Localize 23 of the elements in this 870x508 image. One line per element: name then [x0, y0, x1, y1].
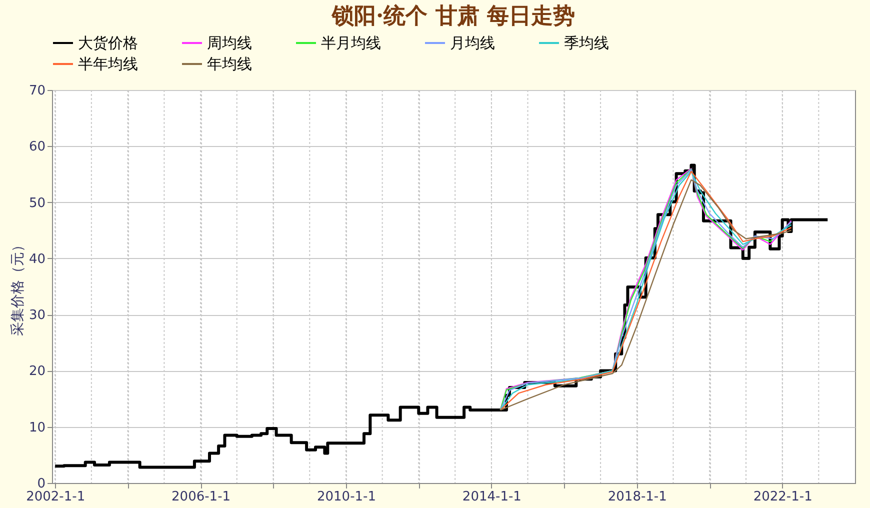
y-tick-label: 20	[28, 364, 46, 380]
x-tick-label: 2006-1-1	[172, 490, 231, 504]
legend-label: 周均线	[207, 34, 252, 52]
legend-label: 半月均线	[321, 34, 381, 52]
chart-title: 锁阳·统个 甘肃 每日走势	[331, 3, 575, 29]
legend-label: 季均线	[564, 34, 609, 52]
y-tick-label: 0	[37, 476, 46, 492]
x-tick-label: 2014-1-1	[462, 490, 522, 504]
y-tick-label: 10	[28, 420, 46, 436]
y-tick-label: 30	[28, 308, 46, 324]
x-tick-label: 2018-1-1	[608, 490, 667, 504]
y-tick-label: 40	[28, 252, 46, 267]
legend-label: 月均线	[450, 34, 495, 52]
legend-label: 大货价格	[78, 34, 138, 52]
x-tick-label: 2022-1-1	[753, 490, 812, 504]
y-tick-label: 70	[28, 84, 46, 98]
y-tick-label: 50	[28, 196, 46, 211]
legend-label: 半年均线	[78, 55, 138, 73]
x-tick-label: 2010-1-1	[316, 490, 376, 504]
legend-label: 年均线	[207, 55, 252, 73]
x-tick-label: 2002-1-1	[26, 490, 86, 504]
y-tick-label: 60	[28, 140, 46, 155]
y-axis-title: 采集价格（元）	[10, 238, 26, 336]
